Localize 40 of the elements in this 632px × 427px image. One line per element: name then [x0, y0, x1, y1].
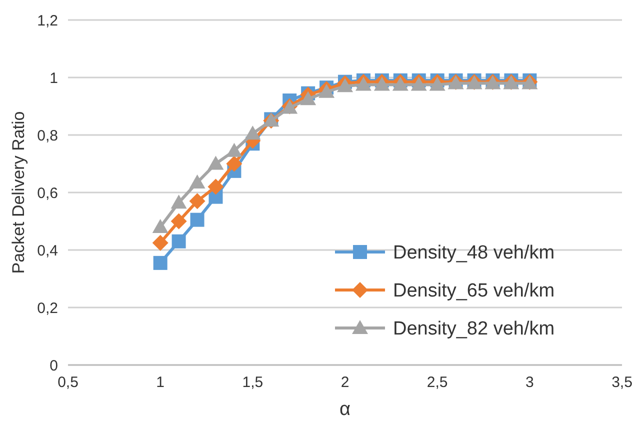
x-tick-label: 1 — [156, 374, 165, 391]
point — [300, 91, 316, 106]
legend-label: Density_82 veh/km — [393, 318, 555, 340]
y-tick-label: 0,2 — [37, 300, 58, 317]
point — [152, 219, 168, 233]
point — [208, 178, 224, 195]
point — [244, 126, 261, 140]
point — [374, 76, 390, 91]
x-tick-label: 3,5 — [612, 374, 632, 391]
point — [189, 174, 206, 188]
legend-label: Density_65 veh/km — [393, 280, 555, 302]
y-tick-label: 0 — [50, 357, 58, 374]
point — [170, 213, 187, 230]
point — [355, 76, 372, 91]
point — [392, 76, 408, 91]
point — [337, 78, 353, 92]
point — [189, 193, 206, 210]
point — [170, 194, 187, 209]
point — [429, 76, 446, 91]
x-tick-label: 2 — [340, 374, 350, 391]
x-tick-label: 1,5 — [242, 374, 264, 391]
point — [410, 76, 427, 91]
y-axis-title: Packet Delivery Ratio — [9, 111, 28, 274]
x-axis-title: α — [340, 399, 351, 420]
point — [226, 156, 242, 172]
point — [208, 156, 224, 170]
legend-label: Density_48 veh/km — [393, 242, 555, 264]
x-tick-label: 3 — [525, 374, 534, 391]
y-tick-label: 0,4 — [37, 242, 58, 260]
y-tick-label: 0,6 — [37, 184, 58, 202]
y-tick-label: 1 — [50, 70, 58, 87]
point — [152, 234, 168, 251]
point — [153, 256, 168, 270]
y-tick-label: 0,8 — [37, 127, 58, 144]
point — [172, 234, 186, 248]
x-tick-label: 0,5 — [58, 374, 78, 391]
point — [190, 212, 204, 227]
y-tick-label: 1,2 — [37, 12, 58, 30]
x-tick-label: 2,5 — [426, 374, 448, 391]
point — [226, 142, 242, 157]
